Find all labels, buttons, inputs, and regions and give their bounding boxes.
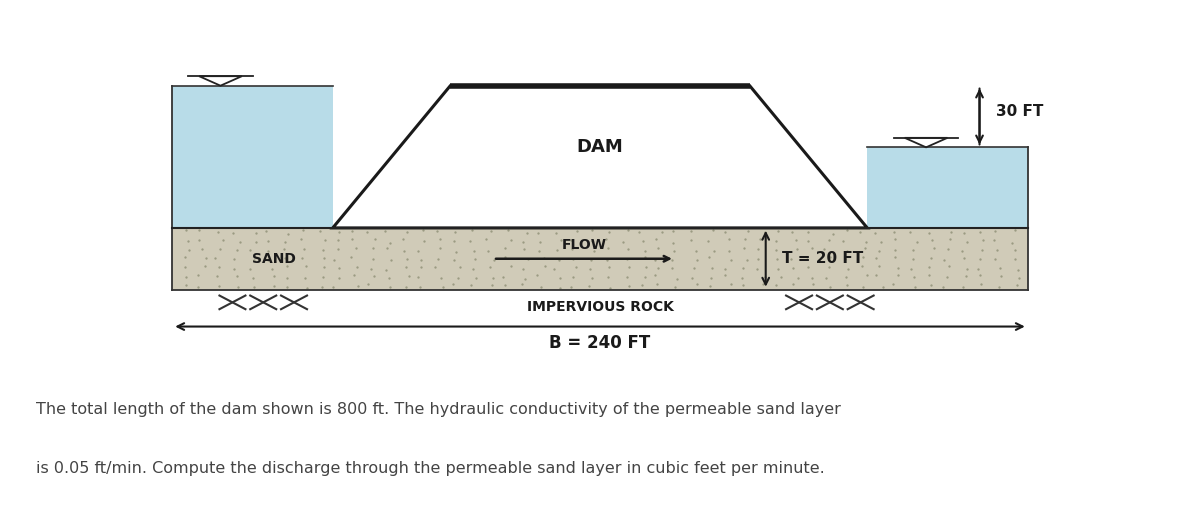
Bar — [173, 86, 332, 228]
Text: FLOW: FLOW — [562, 238, 606, 251]
Text: 30 FT: 30 FT — [996, 104, 1043, 119]
Polygon shape — [332, 86, 868, 228]
Text: T = 20 FT: T = 20 FT — [781, 251, 863, 266]
Text: B = 240 FT: B = 240 FT — [550, 334, 650, 352]
Text: IMPERVIOUS ROCK: IMPERVIOUS ROCK — [527, 300, 673, 314]
Text: The total length of the dam shown is 800 ft. The hydraulic conductivity of the p: The total length of the dam shown is 800… — [36, 402, 840, 417]
Text: SAND: SAND — [252, 252, 296, 266]
Text: is 0.05 ft/min. Compute the discharge through the permeable sand layer in cubic : is 0.05 ft/min. Compute the discharge th… — [36, 461, 824, 477]
Text: DAM: DAM — [577, 138, 623, 156]
Bar — [173, 228, 1027, 290]
Bar — [868, 147, 1027, 228]
